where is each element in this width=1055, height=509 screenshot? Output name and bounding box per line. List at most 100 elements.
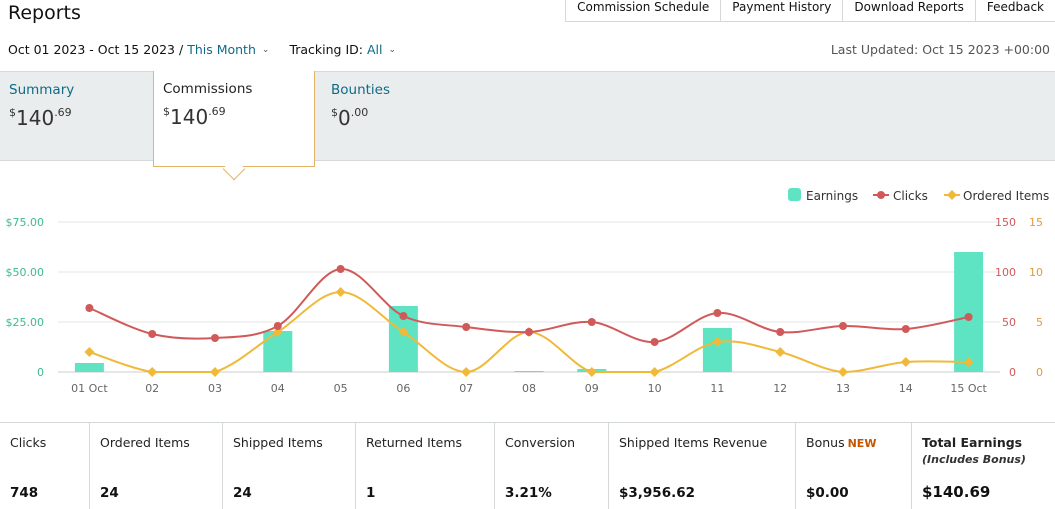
tracking-id-label: Tracking ID: xyxy=(289,42,363,57)
tracking-id-dropdown[interactable]: All xyxy=(366,42,383,57)
right-axis-clicks-tick: 0 xyxy=(1009,366,1016,379)
metric-ordered-items: Ordered Items 24 xyxy=(90,423,223,509)
summary-amount: $140.69 xyxy=(9,106,72,130)
right-axis-clicks-tick: 150 xyxy=(995,216,1016,229)
clicks-point xyxy=(839,322,847,330)
ordered-items-point xyxy=(586,367,597,377)
clicks-point xyxy=(148,330,157,338)
chevron-down-icon[interactable]: ⌄ xyxy=(261,44,270,55)
clicks-point xyxy=(211,334,219,342)
clicks-point xyxy=(964,313,973,321)
clicks-point xyxy=(462,323,471,331)
page-title: Reports xyxy=(8,2,81,24)
x-axis-tick: 02 xyxy=(145,382,159,395)
summary-tab[interactable]: Summary $140.69 xyxy=(0,72,153,162)
new-badge: NEW xyxy=(847,437,877,450)
x-axis-tick: 03 xyxy=(208,382,222,395)
x-axis-tick: 10 xyxy=(648,382,662,395)
clicks-point xyxy=(525,328,533,336)
clicks-point xyxy=(273,322,282,330)
x-axis-tick: 06 xyxy=(396,382,410,395)
earnings-bar xyxy=(263,331,293,372)
ordered-items-point xyxy=(210,367,220,377)
metric-total-earnings: Total Earnings (Includes Bonus) $140.69 xyxy=(922,435,1026,501)
metric-bonus: Bonus NEW $0.00 xyxy=(796,423,912,509)
ordered-items-point xyxy=(335,287,346,297)
earnings-bar xyxy=(954,252,984,372)
summary-tabs: Summary $140.69 Commissions $140.69 Boun… xyxy=(0,71,1055,167)
right-axis-items-tick: 5 xyxy=(1036,316,1043,329)
commissions-amount: $140.69 xyxy=(163,105,226,129)
top-tabs: Commission Schedule Payment History Down… xyxy=(565,0,1055,22)
legend-clicks-label: Clicks xyxy=(893,189,928,203)
legend-clicks-marker xyxy=(877,191,885,199)
earnings-bar xyxy=(514,371,544,372)
summary-tab-label: Summary xyxy=(9,82,75,98)
legend-earnings-swatch xyxy=(788,188,801,201)
clicks-point xyxy=(336,265,345,273)
commissions-tab[interactable]: Commissions $140.69 xyxy=(153,71,315,167)
period-dropdown[interactable]: This Month xyxy=(187,42,256,57)
ordered-items-point xyxy=(461,367,472,377)
earnings-bar xyxy=(702,328,732,372)
payment-history-tab[interactable]: Payment History xyxy=(720,0,843,22)
legend-earnings-label: Earnings xyxy=(806,189,858,203)
clicks-point xyxy=(85,304,94,312)
x-axis-tick: 08 xyxy=(522,382,536,395)
ordered-items-point xyxy=(900,357,911,367)
right-axis-items-tick: 10 xyxy=(1029,266,1043,279)
chevron-down-icon[interactable]: ⌄ xyxy=(388,44,397,55)
x-axis-tick: 09 xyxy=(585,382,599,395)
ordered-items-point xyxy=(963,357,974,367)
right-axis-clicks-tick: 50 xyxy=(1002,316,1016,329)
download-reports-tab[interactable]: Download Reports xyxy=(842,0,975,22)
clicks-point xyxy=(399,312,408,320)
left-axis-tick: $50.00 xyxy=(6,266,45,279)
ordered-items-point xyxy=(838,367,848,377)
right-axis-clicks-tick: 100 xyxy=(995,266,1016,279)
left-axis-tick: $75.00 xyxy=(6,216,45,229)
metric-clicks: Clicks 748 xyxy=(0,423,90,509)
metric-shipped-revenue: Shipped Items Revenue $3,956.62 xyxy=(609,423,796,509)
earnings-bar xyxy=(74,363,104,372)
feedback-tab[interactable]: Feedback xyxy=(974,0,1055,22)
legend-items-marker xyxy=(947,190,957,200)
x-axis-tick: 13 xyxy=(836,382,850,395)
clicks-point xyxy=(776,328,785,336)
clicks-point xyxy=(713,309,722,317)
ordered-items-point xyxy=(775,347,786,357)
ordered-items-point xyxy=(649,367,660,377)
ordered-items-point xyxy=(84,347,95,357)
left-axis-tick: 0 xyxy=(37,366,44,379)
x-axis-tick: 04 xyxy=(271,382,285,395)
x-axis-tick: 12 xyxy=(773,382,787,395)
bounties-tab-label: Bounties xyxy=(331,82,391,98)
x-axis-tick: 14 xyxy=(899,382,913,395)
clicks-point xyxy=(587,318,596,326)
x-axis-tick: 07 xyxy=(459,382,473,395)
bounties-tab[interactable]: Bounties $0.00 xyxy=(322,72,475,162)
ordered-items-point xyxy=(147,367,158,377)
ordered-items-point xyxy=(712,337,723,347)
metric-returned-items: Returned Items 1 xyxy=(356,423,495,509)
left-axis-tick: $25.00 xyxy=(6,316,45,329)
clicks-point xyxy=(650,338,659,346)
date-range-label: Oct 01 2023 - Oct 15 2023 / xyxy=(8,42,184,57)
last-updated: Last Updated: Oct 15 2023 +00:00 xyxy=(830,42,1050,57)
commissions-tab-label: Commissions xyxy=(163,81,253,97)
x-axis-tick: 11 xyxy=(710,382,724,395)
metric-shipped-items: Shipped Items 24 xyxy=(223,423,356,509)
commission-schedule-tab[interactable]: Commission Schedule xyxy=(565,0,721,22)
right-axis-items-tick: 15 xyxy=(1029,216,1043,229)
metric-conversion: Conversion 3.21% xyxy=(495,423,609,509)
x-axis-tick: 15 Oct xyxy=(950,382,987,395)
legend-items-label: Ordered Items xyxy=(963,189,1049,203)
clicks-point xyxy=(901,325,910,333)
x-axis-tick: 05 xyxy=(334,382,348,395)
filter-bar: Oct 01 2023 - Oct 15 2023 / This Month ⌄… xyxy=(8,42,396,57)
x-axis-tick: 01 Oct xyxy=(71,382,108,395)
bounties-amount: $0.00 xyxy=(331,106,369,130)
metrics-bar: Clicks 748 Ordered Items 24 Shipped Items 2… xyxy=(0,422,1055,509)
right-axis-items-tick: 0 xyxy=(1036,366,1043,379)
